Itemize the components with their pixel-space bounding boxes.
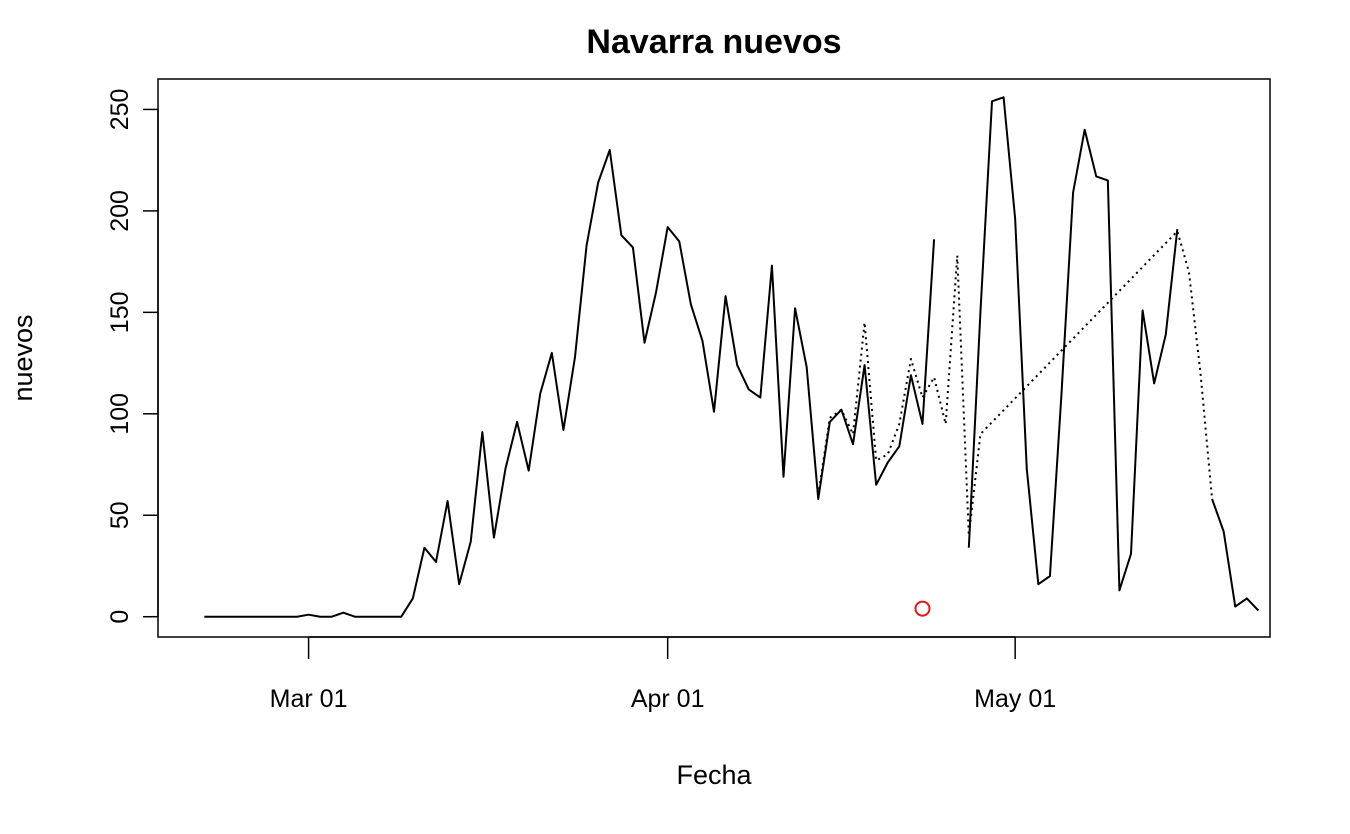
y-tick-label-0: 0 [106, 610, 134, 624]
chart-title: Navarra nuevos [586, 23, 841, 61]
highlight-point-0 [914, 600, 931, 617]
x-axis: Mar 01 Apr 01 May 01 [270, 636, 1056, 713]
y-axis: 0 50 100 150 200 250 [106, 89, 159, 624]
y-tick-label-4: 200 [106, 190, 134, 232]
y-tick-label-5: 250 [106, 89, 134, 131]
x-axis-label: Fecha [676, 760, 752, 790]
solid-series-line [204, 96, 1260, 618]
y-tick-label-2: 100 [106, 393, 134, 435]
y-tick-label-1: 50 [106, 501, 134, 529]
y-axis-label: nuevos [8, 314, 38, 401]
dotted-series-line [817, 230, 1214, 537]
x-tick-label-0: Mar 01 [270, 685, 348, 713]
y-tick-label-3: 150 [106, 291, 134, 333]
plot-area-box [157, 78, 1271, 638]
series-layer [204, 96, 1260, 618]
x-tick-label-1: Apr 01 [631, 685, 705, 713]
x-tick-label-2: May 01 [974, 685, 1056, 713]
